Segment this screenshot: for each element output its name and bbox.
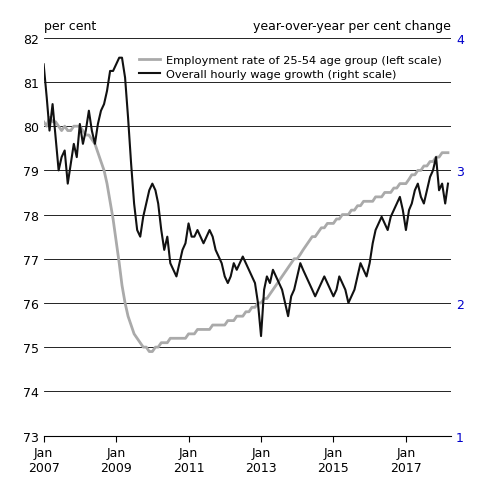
Text: year-over-year per cent change: year-over-year per cent change bbox=[253, 20, 450, 33]
Legend: Employment rate of 25-54 age group (left scale), Overall hourly wage growth (rig: Employment rate of 25-54 age group (left… bbox=[139, 56, 440, 80]
Text: per cent: per cent bbox=[44, 20, 96, 33]
